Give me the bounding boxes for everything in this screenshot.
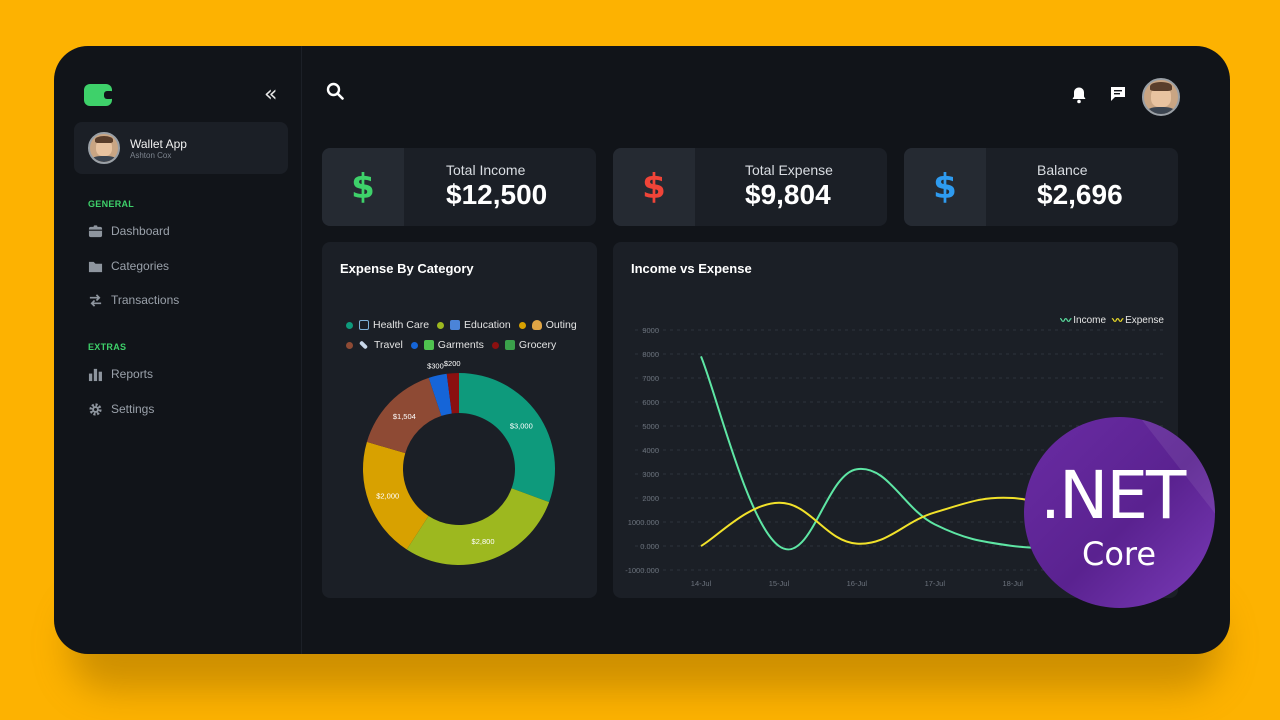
section-label-extras: EXTRAS xyxy=(88,342,127,352)
donut-legend-row-2: Travel Garments Grocery xyxy=(346,339,564,351)
search-icon[interactable] xyxy=(326,82,344,100)
panel-title: Expense By Category xyxy=(340,261,474,276)
legend-expense[interactable]: Expense xyxy=(1125,314,1164,326)
y-tick-label: 1000.000 xyxy=(628,518,659,527)
grocery-bag-icon xyxy=(504,340,515,350)
y-tick-label: 5000 xyxy=(642,422,659,431)
donut-slice-garments[interactable] xyxy=(428,373,452,416)
gear-icon xyxy=(88,402,103,417)
app-window: « Wallet App Ashton Cox GENERAL Dashboar… xyxy=(54,46,1230,654)
sidebar-item-label: Reports xyxy=(111,367,154,381)
legend-item-grocery[interactable]: Grocery xyxy=(491,339,556,351)
series-line-income[interactable] xyxy=(700,356,1091,551)
badge-title: .NET xyxy=(1040,457,1186,534)
donut-data-label: $300 xyxy=(427,362,444,371)
x-tick-label: 16-Jul xyxy=(847,579,868,588)
donut-slice-education[interactable] xyxy=(406,488,550,565)
sidebar-item-reports[interactable]: Reports xyxy=(88,364,268,384)
donut-chart: $3,000 $2,800 $2,000 $1,504 $300 $200 xyxy=(363,360,555,565)
expense-legend-swatch-icon: 〰 xyxy=(1112,315,1124,327)
y-tick-label: 3000 xyxy=(642,470,659,479)
y-tick-label: 9000 xyxy=(642,326,659,335)
y-tick-label: 4000 xyxy=(642,446,659,455)
stat-value: $9,804 xyxy=(745,179,831,210)
bell-icon[interactable] xyxy=(1070,86,1088,104)
donut-data-label: $2,800 xyxy=(472,537,495,546)
burger-icon xyxy=(531,320,542,330)
stat-label: Total Expense xyxy=(745,162,833,178)
chat-icon[interactable] xyxy=(1109,85,1127,103)
section-label-general: GENERAL xyxy=(88,199,135,209)
sidebar-item-label: Dashboard xyxy=(111,224,170,238)
stat-value: $2,696 xyxy=(1037,179,1123,210)
dollar-icon: $ xyxy=(322,148,404,226)
donut-slice-grocery[interactable] xyxy=(446,373,459,414)
stethoscope-icon xyxy=(359,320,369,330)
x-tick-label: 17-Jul xyxy=(925,579,946,588)
dollar-icon: $ xyxy=(613,148,695,226)
income-legend-swatch-icon: 〰 xyxy=(1060,315,1072,327)
y-tick-label: 7000 xyxy=(642,374,659,383)
legend-income[interactable]: Income xyxy=(1073,314,1107,326)
donut-legend-row-1: Health Care Education Outing xyxy=(346,319,585,331)
user-card[interactable]: Wallet App Ashton Cox xyxy=(74,122,288,174)
bar-chart-icon xyxy=(88,367,103,382)
sidebar-item-categories[interactable]: Categories xyxy=(88,256,268,276)
sidebar-item-label: Transactions xyxy=(111,293,180,307)
y-tick-label: 8000 xyxy=(642,350,659,359)
legend-item-education[interactable]: Education xyxy=(437,319,511,331)
user-subtitle: Ashton Cox xyxy=(130,151,172,160)
y-tick-label: 0.000 xyxy=(640,542,659,551)
stat-value: $12,500 xyxy=(446,179,548,210)
sidebar-item-label: Settings xyxy=(111,402,155,416)
y-tick-label: 2000 xyxy=(642,494,659,503)
panel-title: Income vs Expense xyxy=(631,261,752,276)
avatar xyxy=(88,132,120,164)
stat-label: Total Income xyxy=(446,162,526,178)
legend-item-outing[interactable]: Outing xyxy=(518,319,577,331)
legend-item-travel[interactable]: Travel xyxy=(346,339,403,351)
y-tick-label: -1000.000 xyxy=(625,566,659,575)
expense-by-category-panel: Expense By Category Health Care Educatio… xyxy=(322,242,597,598)
stat-card-balance: $ Balance $2,696 xyxy=(904,148,1178,226)
y-tick-label: 6000 xyxy=(642,398,659,407)
sidebar-item-settings[interactable]: Settings xyxy=(88,399,268,419)
donut-slice-outing[interactable] xyxy=(363,441,429,550)
airplane-icon xyxy=(358,340,369,350)
legend-item-garments[interactable]: Garments xyxy=(410,339,484,351)
profile-avatar[interactable] xyxy=(1142,78,1180,116)
sidebar-item-transactions[interactable]: Transactions xyxy=(88,290,268,310)
dotnet-core-badge: .NET Core xyxy=(1024,417,1215,608)
swap-icon xyxy=(88,293,103,308)
series-line-expense[interactable] xyxy=(700,496,1091,547)
folder-icon xyxy=(88,259,103,274)
dollar-icon: $ xyxy=(904,148,986,226)
collapse-sidebar-button[interactable]: « xyxy=(264,82,278,107)
donut-slice-travel[interactable] xyxy=(366,377,442,454)
dashboard-icon xyxy=(88,224,103,239)
donut-data-label: $1,504 xyxy=(393,412,416,421)
badge-subtitle: Core xyxy=(1082,535,1157,573)
legend-item-health-care[interactable]: Health Care xyxy=(346,319,429,331)
books-icon xyxy=(450,320,461,330)
donut-slice-health-care[interactable] xyxy=(459,373,555,503)
donut-data-label: $200 xyxy=(444,360,461,368)
stat-label: Balance xyxy=(1037,162,1088,178)
sidebar-item-dashboard[interactable]: Dashboard xyxy=(88,221,268,241)
x-tick-label: 18-Jul xyxy=(1003,579,1024,588)
user-name: Wallet App xyxy=(130,137,187,151)
stat-card-total-income: $ Total Income $12,500 xyxy=(322,148,596,226)
stat-card-total-expense: $ Total Expense $9,804 xyxy=(613,148,887,226)
tshirt-icon xyxy=(423,340,434,350)
x-tick-label: 14-Jul xyxy=(691,579,712,588)
line-chart-legend: 〰 Income 〰 Expense xyxy=(1060,312,1164,328)
sidebar: « Wallet App Ashton Cox GENERAL Dashboar… xyxy=(54,46,302,654)
sidebar-item-label: Categories xyxy=(111,259,170,273)
x-tick-label: 15-Jul xyxy=(769,579,790,588)
wallet-logo-icon[interactable] xyxy=(84,84,114,106)
donut-data-label: $2,000 xyxy=(376,491,399,500)
donut-data-label: $3,000 xyxy=(510,421,533,430)
